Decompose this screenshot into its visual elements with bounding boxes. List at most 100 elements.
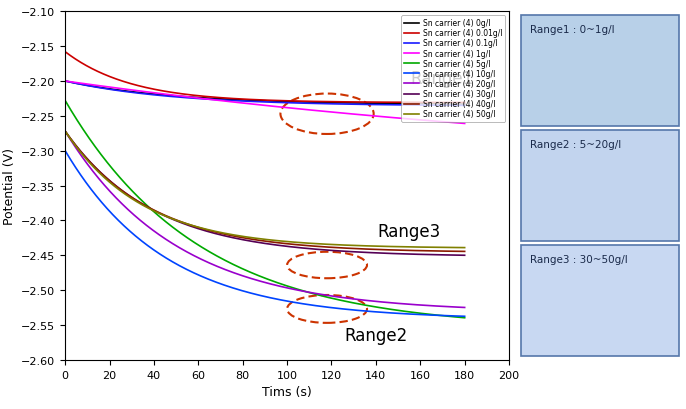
Sn carrier (4) 1g/l (223, 99, 231, 104)
Sn carrier (4) 20g/l (380, 300, 388, 305)
Sn carrier (4) 10g/l (380, 310, 388, 315)
Sn carrier (4) 30g/l (335, 249, 344, 254)
Y-axis label: Potential (V): Potential (V) (3, 148, 16, 225)
Sn carrier (4) 10g/l (335, 306, 344, 311)
Sn carrier (4) 0.01g/l (380, 101, 388, 106)
Bar (521, 16, 679, 127)
Sn carrier (4) 0g/l (223, 97, 231, 102)
Sn carrier (4) 20g/l (460, 305, 469, 310)
Sn carrier (4) 50g/l (102, 177, 110, 182)
Sn carrier (4) 20g/l (61, 129, 69, 134)
Text: Range1: Range1 (411, 70, 474, 87)
Sn carrier (4) 0g/l (335, 101, 344, 106)
Sn carrier (4) 40g/l (460, 249, 469, 254)
Sn carrier (4) 40g/l (380, 247, 388, 252)
Sn carrier (4) 1g/l (102, 85, 110, 90)
Sn carrier (4) 0g/l (61, 79, 69, 84)
Sn carrier (4) 50g/l (372, 244, 381, 249)
Sn carrier (4) 0g/l (460, 102, 469, 107)
Sn carrier (4) 0.1g/l (460, 104, 469, 109)
Legend: Sn carrier (4) 0g/l, Sn carrier (4) 0.01g/l, Sn carrier (4) 0.1g/l, Sn carrier (: Sn carrier (4) 0g/l, Sn carrier (4) 0.01… (401, 16, 505, 122)
Sn carrier (4) 1g/l (372, 115, 381, 119)
Sn carrier (4) 1g/l (61, 79, 69, 84)
Sn carrier (4) 40g/l (335, 246, 344, 251)
Sn carrier (4) 0.01g/l (61, 50, 69, 55)
Sn carrier (4) 30g/l (372, 251, 381, 256)
Sn carrier (4) 1g/l (335, 111, 344, 116)
Sn carrier (4) 30g/l (460, 253, 469, 258)
Line: Sn carrier (4) 0g/l: Sn carrier (4) 0g/l (65, 82, 464, 105)
Line: Sn carrier (4) 1g/l: Sn carrier (4) 1g/l (65, 82, 464, 124)
Sn carrier (4) 0.1g/l (223, 99, 231, 103)
Sn carrier (4) 30g/l (237, 237, 245, 242)
Sn carrier (4) 1g/l (380, 115, 388, 120)
Sn carrier (4) 50g/l (223, 231, 231, 236)
Line: Sn carrier (4) 30g/l: Sn carrier (4) 30g/l (65, 132, 464, 256)
Sn carrier (4) 40g/l (223, 233, 231, 238)
Sn carrier (4) 0.1g/l (380, 103, 388, 108)
Bar (521, 245, 679, 356)
Sn carrier (4) 0.1g/l (372, 103, 381, 108)
Sn carrier (4) 10g/l (372, 310, 381, 315)
Sn carrier (4) 5g/l (102, 159, 110, 164)
Sn carrier (4) 0.01g/l (237, 97, 245, 102)
Text: Range2: Range2 (344, 327, 407, 344)
Line: Sn carrier (4) 40g/l: Sn carrier (4) 40g/l (65, 132, 464, 252)
Sn carrier (4) 5g/l (237, 266, 245, 271)
Sn carrier (4) 30g/l (102, 175, 110, 180)
Text: Range2 : 5~20g/l: Range2 : 5~20g/l (530, 139, 621, 150)
Sn carrier (4) 0.01g/l (335, 100, 344, 105)
Sn carrier (4) 20g/l (237, 273, 245, 278)
Line: Sn carrier (4) 50g/l: Sn carrier (4) 50g/l (65, 132, 464, 248)
Sn carrier (4) 20g/l (102, 185, 110, 190)
Sn carrier (4) 0.1g/l (237, 99, 245, 104)
Line: Sn carrier (4) 0.1g/l: Sn carrier (4) 0.1g/l (65, 82, 464, 106)
Sn carrier (4) 0.01g/l (372, 101, 381, 106)
Sn carrier (4) 1g/l (460, 122, 469, 127)
Sn carrier (4) 20g/l (372, 299, 381, 304)
Sn carrier (4) 5g/l (372, 305, 381, 310)
Sn carrier (4) 10g/l (61, 149, 69, 154)
Sn carrier (4) 0.1g/l (335, 102, 344, 107)
Sn carrier (4) 50g/l (380, 244, 388, 249)
Sn carrier (4) 5g/l (335, 298, 344, 303)
Sn carrier (4) 10g/l (223, 284, 231, 289)
Line: Sn carrier (4) 5g/l: Sn carrier (4) 5g/l (65, 101, 464, 318)
Sn carrier (4) 5g/l (61, 99, 69, 104)
Sn carrier (4) 5g/l (380, 306, 388, 311)
Sn carrier (4) 0g/l (372, 101, 381, 106)
Sn carrier (4) 40g/l (61, 129, 69, 134)
Sn carrier (4) 1g/l (237, 101, 245, 106)
Text: Range1 : 0~1g/l: Range1 : 0~1g/l (530, 25, 614, 35)
Sn carrier (4) 0.1g/l (102, 87, 110, 92)
Bar (521, 131, 679, 241)
Sn carrier (4) 0.1g/l (61, 79, 69, 84)
Sn carrier (4) 5g/l (223, 259, 231, 264)
Sn carrier (4) 0.01g/l (223, 97, 231, 101)
Sn carrier (4) 0g/l (237, 98, 245, 103)
Sn carrier (4) 10g/l (460, 314, 469, 319)
Line: Sn carrier (4) 0.01g/l: Sn carrier (4) 0.01g/l (65, 53, 464, 103)
Sn carrier (4) 20g/l (223, 268, 231, 273)
Sn carrier (4) 10g/l (237, 288, 245, 293)
Sn carrier (4) 40g/l (372, 247, 381, 252)
Sn carrier (4) 10g/l (102, 205, 110, 210)
Sn carrier (4) 5g/l (460, 315, 469, 320)
Sn carrier (4) 30g/l (380, 251, 388, 256)
Sn carrier (4) 0g/l (380, 102, 388, 107)
Sn carrier (4) 0.01g/l (460, 101, 469, 106)
Line: Sn carrier (4) 10g/l: Sn carrier (4) 10g/l (65, 151, 464, 317)
Sn carrier (4) 0.01g/l (102, 73, 110, 78)
Sn carrier (4) 20g/l (335, 295, 344, 300)
Sn carrier (4) 50g/l (335, 243, 344, 248)
Sn carrier (4) 30g/l (61, 129, 69, 134)
Sn carrier (4) 50g/l (61, 129, 69, 134)
Sn carrier (4) 40g/l (237, 235, 245, 240)
X-axis label: Tims (s): Tims (s) (262, 385, 312, 398)
Sn carrier (4) 50g/l (237, 234, 245, 239)
Sn carrier (4) 50g/l (460, 245, 469, 250)
Sn carrier (4) 30g/l (223, 234, 231, 239)
Text: Range3: Range3 (377, 222, 441, 240)
Line: Sn carrier (4) 20g/l: Sn carrier (4) 20g/l (65, 132, 464, 308)
Text: Range3 : 30~50g/l: Range3 : 30~50g/l (530, 254, 628, 264)
